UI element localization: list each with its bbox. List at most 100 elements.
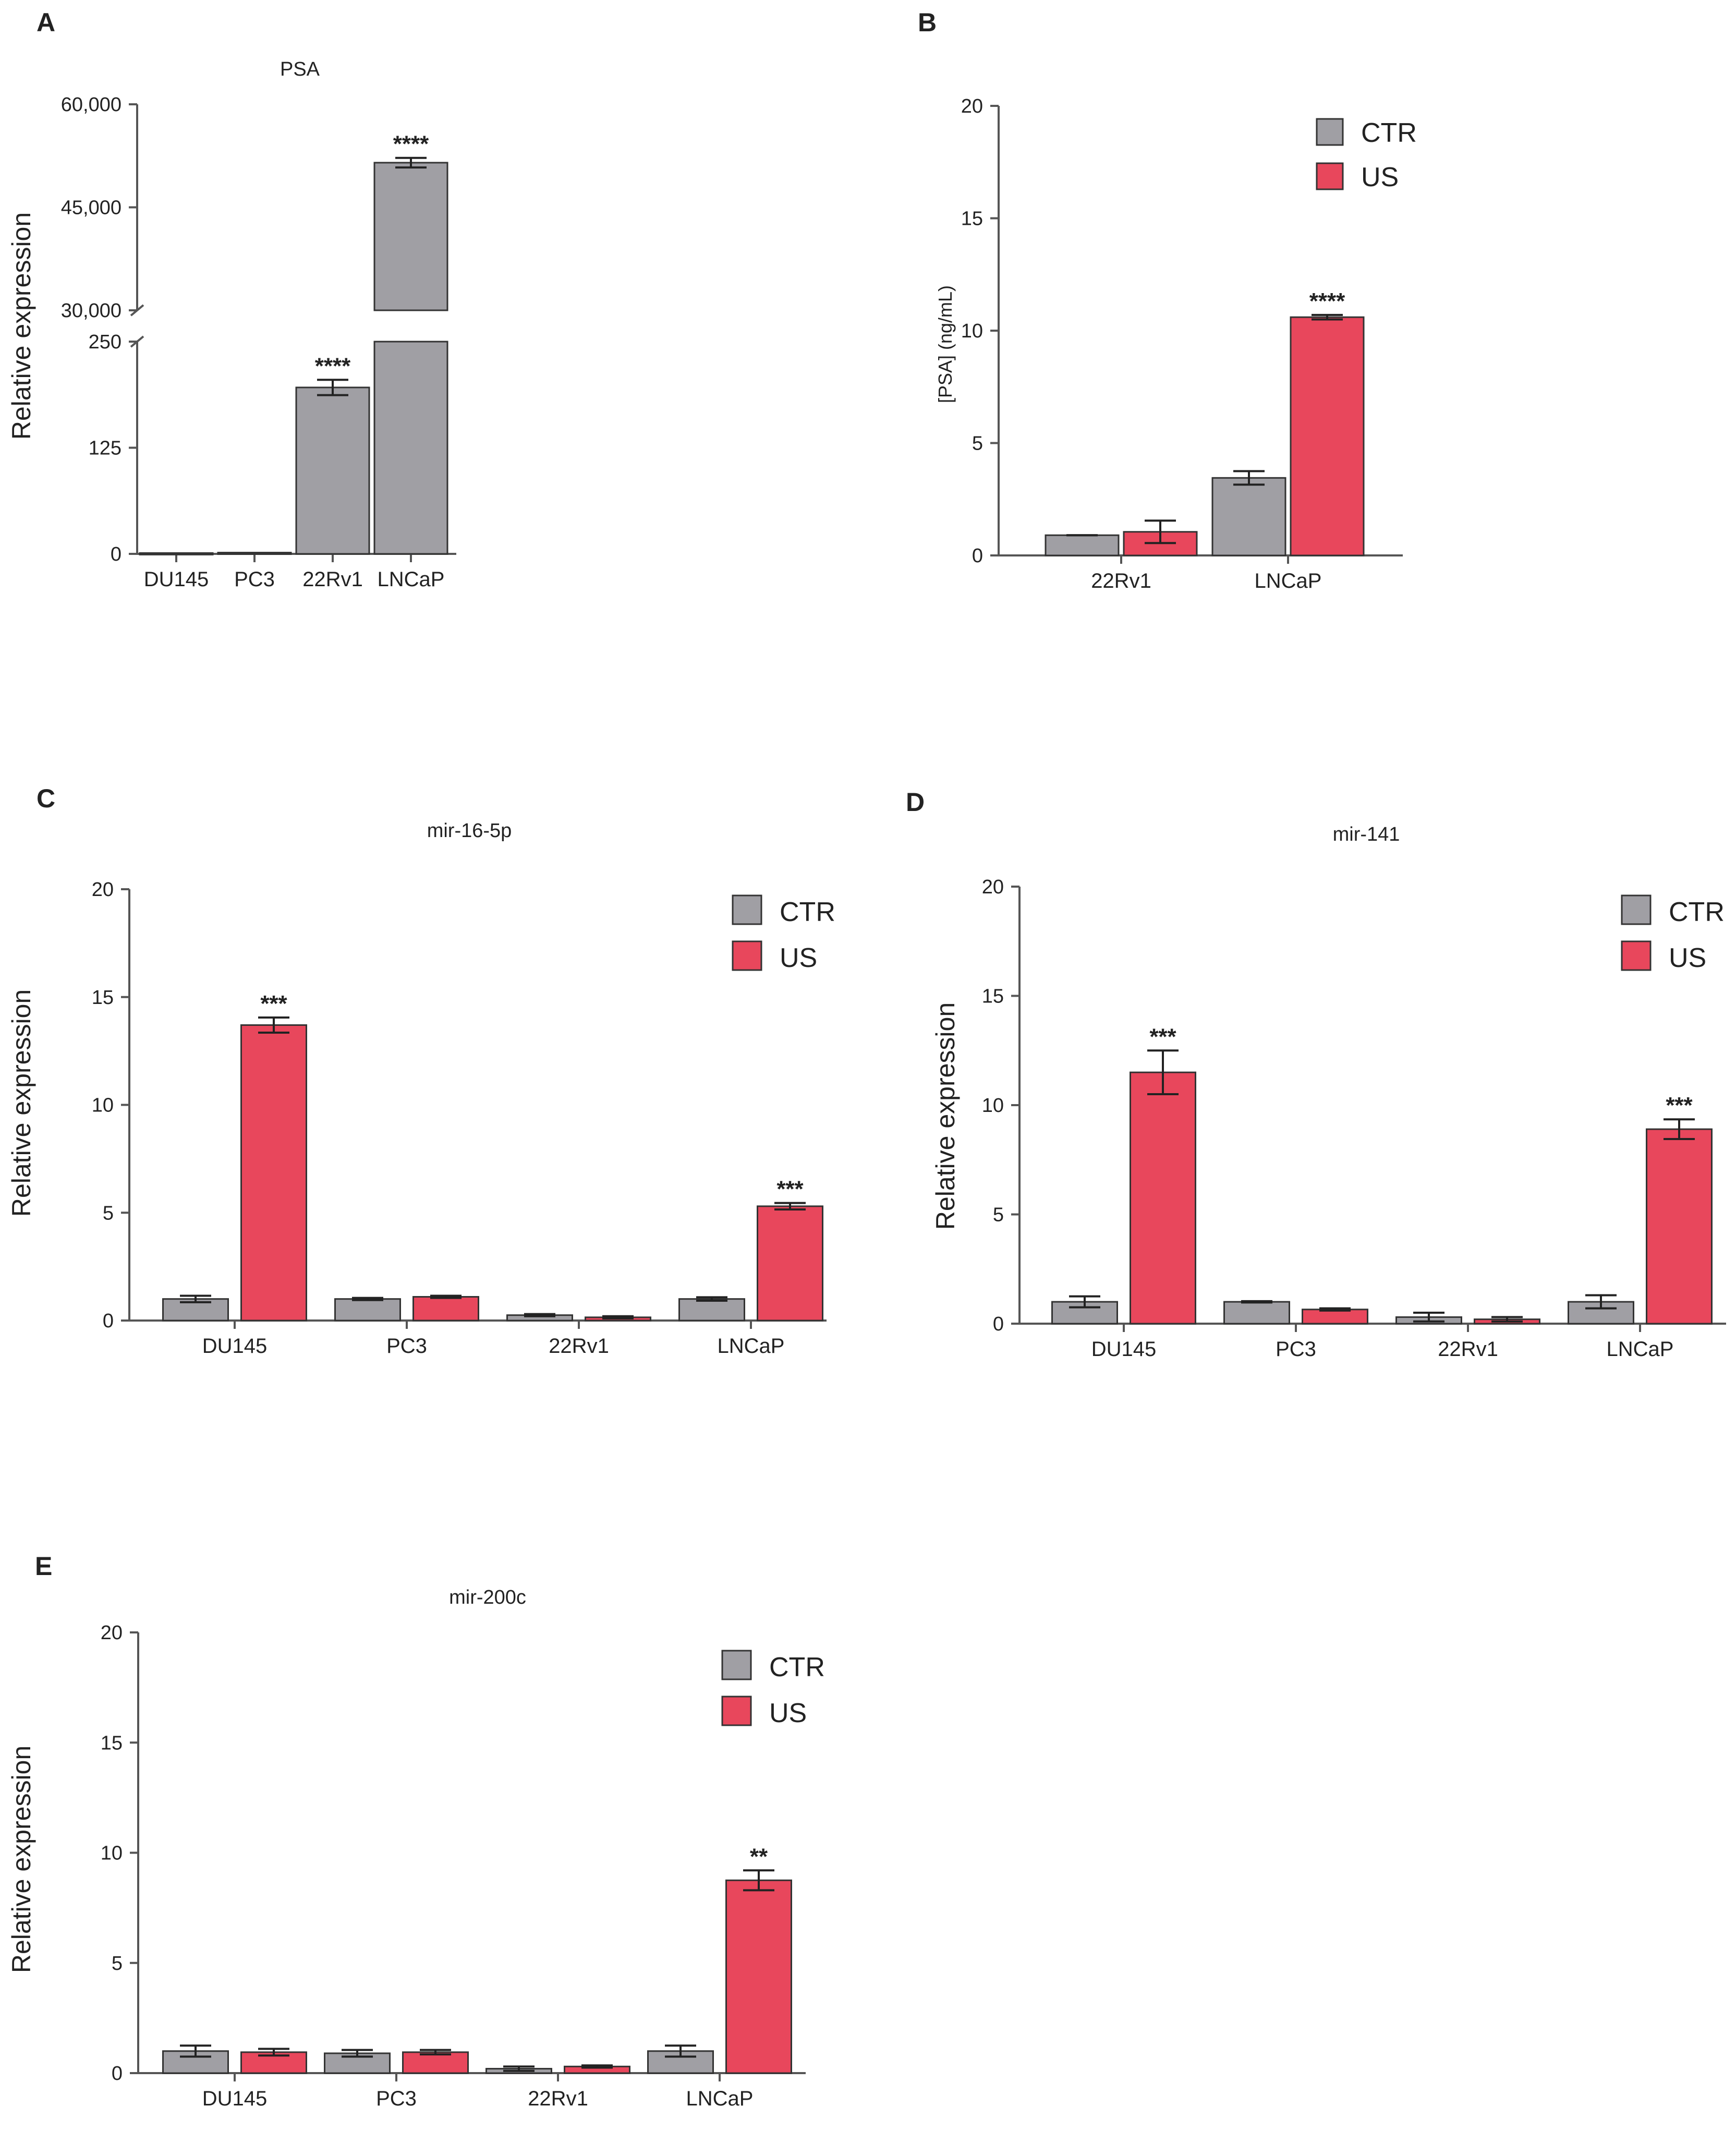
x-tick-label-e-0: DU145 xyxy=(202,2087,268,2110)
bar-c-us-0 xyxy=(240,1024,307,1322)
y-tick-label-b-2: 10 xyxy=(961,320,983,342)
legend-label-c-ctr: CTR xyxy=(780,897,835,927)
x-tick-label-e-1: PC3 xyxy=(376,2087,417,2110)
x-tick-label-b-1: LNCaP xyxy=(1255,570,1322,592)
plot-area-b: 0 5 10 15 20 22Rv1 LNCaP **** CTR US xyxy=(961,95,1417,592)
significance-d-us-0: *** xyxy=(1149,1024,1176,1049)
legend-label-d-us: US xyxy=(1669,943,1706,973)
legend-swatch-c-us xyxy=(732,940,762,971)
legend-label-e-us: US xyxy=(769,1698,807,1728)
y-tick-label-e-2: 10 xyxy=(101,1843,123,1864)
panel-label-d: D xyxy=(906,788,925,817)
legend-label-d-ctr: CTR xyxy=(1669,897,1725,927)
bar-b-ctr-0 xyxy=(1045,534,1120,556)
bar-d-us-0 xyxy=(1130,1071,1196,1325)
x-tick-label-a-2: 22Rv1 xyxy=(302,568,363,591)
y-tick-label-e-1: 5 xyxy=(112,1953,123,1975)
panel-label-c: C xyxy=(37,784,55,813)
x-tick-label-c-1: PC3 xyxy=(386,1335,427,1358)
bar-d-ctr-1 xyxy=(1223,1301,1290,1325)
bar-a-1 xyxy=(217,552,292,555)
y-tick-label-a-lower-2: 250 xyxy=(89,331,122,353)
y-tick-label-d-2: 10 xyxy=(982,1095,1004,1117)
panel-a: A PSA Relative expression 30,000 45,000 60… xyxy=(7,8,456,591)
legend-swatch-b-ctr xyxy=(1316,118,1344,146)
legend-label-b-ctr: CTR xyxy=(1361,118,1417,148)
x-tick-label-e-3: LNCaP xyxy=(686,2087,754,2110)
panel-b: B [PSA] (ng/mL) 0 5 10 15 20 22Rv1 LNCaP **** CT… xyxy=(918,8,1417,592)
bar-c-ctr-1 xyxy=(334,1298,401,1322)
plot-area-d: 0 5 10 15 20 DU145 *** PC3 22Rv1 LNCaP *** CTR US xyxy=(982,876,1726,1361)
legend-label-e-ctr: CTR xyxy=(769,1652,825,1682)
x-tick-label-d-3: LNCaP xyxy=(1607,1338,1674,1361)
bar-b-us-1 xyxy=(1290,316,1365,556)
y-tick-label-a-lower-0: 0 xyxy=(111,543,122,565)
y-tick-label-b-0: 0 xyxy=(972,545,983,567)
x-tick-label-a-1: PC3 xyxy=(234,568,275,591)
x-tick-label-a-3: LNCaP xyxy=(378,568,445,591)
legend-swatch-b-us xyxy=(1316,162,1344,190)
y-axis-label-a: Relative expression xyxy=(7,212,36,440)
x-tick-label-c-2: 22Rv1 xyxy=(549,1335,609,1358)
panel-label-b: B xyxy=(918,8,937,37)
y-tick-label-d-4: 20 xyxy=(982,876,1004,898)
panel-c: C mir-16-5p Relative expression 0 5 10 15 20… xyxy=(7,784,835,1358)
bar-e-ctr-0 xyxy=(162,2050,229,2074)
y-tick-label-e-4: 20 xyxy=(101,1622,123,1644)
y-tick-label-c-4: 20 xyxy=(92,879,114,901)
y-tick-label-c-0: 0 xyxy=(103,1310,114,1332)
y-tick-label-c-1: 5 xyxy=(103,1202,114,1224)
chart-title-e: mir-200c xyxy=(449,1587,526,1608)
y-tick-label-b-3: 15 xyxy=(961,208,983,230)
x-tick-label-a-0: DU145 xyxy=(144,568,209,591)
legend-swatch-e-us xyxy=(721,1696,752,1726)
x-tick-label-c-0: DU145 xyxy=(202,1335,268,1358)
panel-d: D mir-141 Relative expression 0 5 10 15 20 DU… xyxy=(906,788,1726,1361)
y-tick-label-b-1: 5 xyxy=(972,433,983,455)
legend-swatch-c-ctr xyxy=(732,894,762,925)
legend-label-c-us: US xyxy=(780,943,817,973)
y-tick-label-d-3: 15 xyxy=(982,986,1004,1008)
y-tick-label-c-3: 15 xyxy=(92,987,114,1009)
significance-c-us-3: *** xyxy=(776,1177,804,1202)
significance-a-2: **** xyxy=(315,353,351,379)
legend-swatch-d-us xyxy=(1621,940,1652,971)
x-tick-label-c-3: LNCaP xyxy=(718,1335,785,1358)
significance-a-3: **** xyxy=(393,131,429,157)
y-tick-label-c-2: 10 xyxy=(92,1095,114,1117)
y-tick-label-a-lower-1: 125 xyxy=(89,438,122,459)
x-tick-label-d-1: PC3 xyxy=(1276,1338,1316,1361)
significance-b-us-1: **** xyxy=(1309,288,1345,314)
bar-a-3-lower xyxy=(373,341,448,555)
legend-swatch-e-ctr xyxy=(721,1650,752,1680)
y-tick-label-d-1: 5 xyxy=(993,1204,1004,1226)
panel-label-e: E xyxy=(35,1552,52,1581)
bar-c-ctr-3 xyxy=(678,1298,745,1322)
plot-area-a: 30,000 45,000 60,000 0 125 250 DU145 PC3 22Rv1 **… xyxy=(61,94,456,591)
y-tick-label-e-3: 15 xyxy=(101,1732,123,1754)
significance-d-us-3: *** xyxy=(1666,1093,1693,1118)
y-tick-label-d-0: 0 xyxy=(993,1313,1004,1335)
bar-e-us-3 xyxy=(725,1879,792,2074)
significance-c-us-0: *** xyxy=(260,991,287,1016)
legend-label-b-us: US xyxy=(1361,162,1399,192)
legend-swatch-d-ctr xyxy=(1621,894,1652,925)
bar-a-0 xyxy=(139,552,214,555)
bar-a-3-upper xyxy=(373,162,448,311)
y-axis-label-e: Relative expression xyxy=(7,1746,36,1973)
y-axis-label-c: Relative expression xyxy=(7,989,36,1217)
y-tick-label-a-upper-2: 60,000 xyxy=(61,94,122,116)
chart-title-a: PSA xyxy=(280,58,320,80)
significance-e-us-3: ** xyxy=(750,1844,768,1869)
bar-d-us-1 xyxy=(1302,1309,1368,1325)
panel-label-a: A xyxy=(37,8,55,37)
bar-c-us-3 xyxy=(757,1205,823,1322)
chart-title-c: mir-16-5p xyxy=(427,820,512,842)
y-tick-label-e-0: 0 xyxy=(112,2063,123,2085)
bar-c-us-1 xyxy=(412,1296,479,1322)
chart-title-d: mir-141 xyxy=(1333,824,1400,845)
x-tick-label-e-2: 22Rv1 xyxy=(528,2087,588,2110)
panel-e: E mir-200c Relative expression 0 5 10 15 20 D… xyxy=(7,1552,825,2110)
plot-area-c: 0 5 10 15 20 DU145 *** PC3 22Rv1 LNCaP *** CTR US xyxy=(92,879,835,1358)
